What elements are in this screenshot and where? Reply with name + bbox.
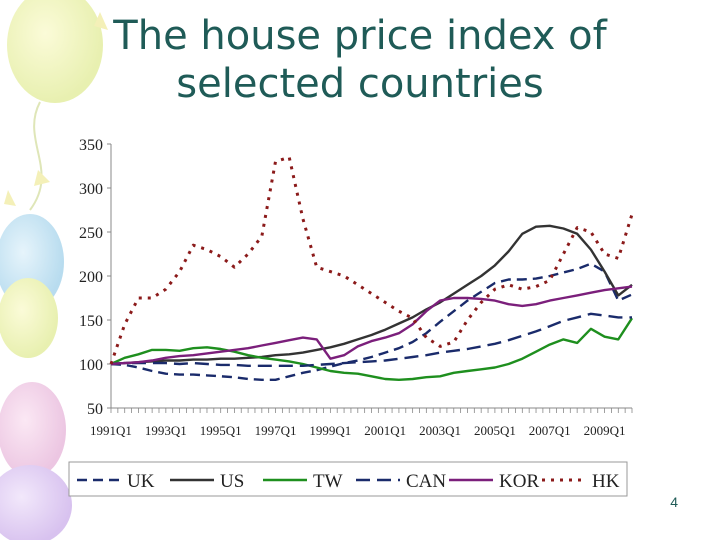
slide-title-line2: selected countries	[176, 61, 544, 107]
x-tick-label: 2007Q1	[529, 423, 571, 438]
series-line-hk	[109, 155, 634, 365]
confetti	[94, 12, 108, 30]
y-tick-label: 100	[79, 357, 103, 374]
balloon-string	[29, 101, 43, 211]
legend-label-uk: UK	[127, 471, 155, 492]
x-tick-label: 2009Q1	[584, 423, 626, 438]
series-line-us	[110, 224, 633, 366]
confetti	[4, 190, 16, 206]
legend-label-kor: KOR	[499, 471, 539, 492]
x-tick-label: 1993Q1	[145, 423, 187, 438]
y-tick-label: 300	[79, 181, 103, 198]
balloon-purple-bottom	[0, 465, 72, 540]
x-tick-label: 1991Q1	[90, 423, 132, 438]
series-line-tw	[110, 317, 634, 382]
legend-label-us: US	[220, 471, 244, 492]
balloon-yellow-top	[7, 0, 103, 103]
legend-label-tw: TW	[313, 471, 343, 492]
y-tick-label: 150	[79, 313, 103, 330]
y-tick-label: 200	[79, 269, 103, 286]
x-tick-label: 2005Q1	[474, 423, 516, 438]
y-tick-label: 50	[87, 401, 103, 418]
x-tick-label: 1999Q1	[309, 423, 351, 438]
house-price-chart: 50 100 150 200 250 300 350 1991Q1 1993Q1 1995Q1 19…	[68, 137, 634, 497]
x-tick-label: 2001Q1	[364, 423, 406, 438]
page-number: 4	[670, 494, 678, 510]
balloon-pink-left	[0, 382, 66, 478]
x-tick-label: 2003Q1	[419, 423, 461, 438]
y-tick-label: 350	[79, 137, 103, 154]
y-tick-label: 250	[79, 225, 103, 242]
legend-box	[68, 461, 628, 497]
series-line-can	[110, 312, 632, 368]
x-tick-label: 1997Q1	[255, 423, 297, 438]
series-line-uk	[110, 262, 633, 382]
slide-title-line1: The house price index of	[113, 13, 607, 59]
balloon-yellow-left	[0, 278, 58, 358]
series-line-kor	[110, 285, 633, 366]
legend-label-can: CAN	[406, 471, 446, 492]
slide-title: The house price index of selected countr…	[0, 12, 720, 108]
x-tick-label: 1995Q1	[200, 423, 242, 438]
legend-label-hk: HK	[592, 471, 620, 492]
confetti	[34, 170, 50, 186]
